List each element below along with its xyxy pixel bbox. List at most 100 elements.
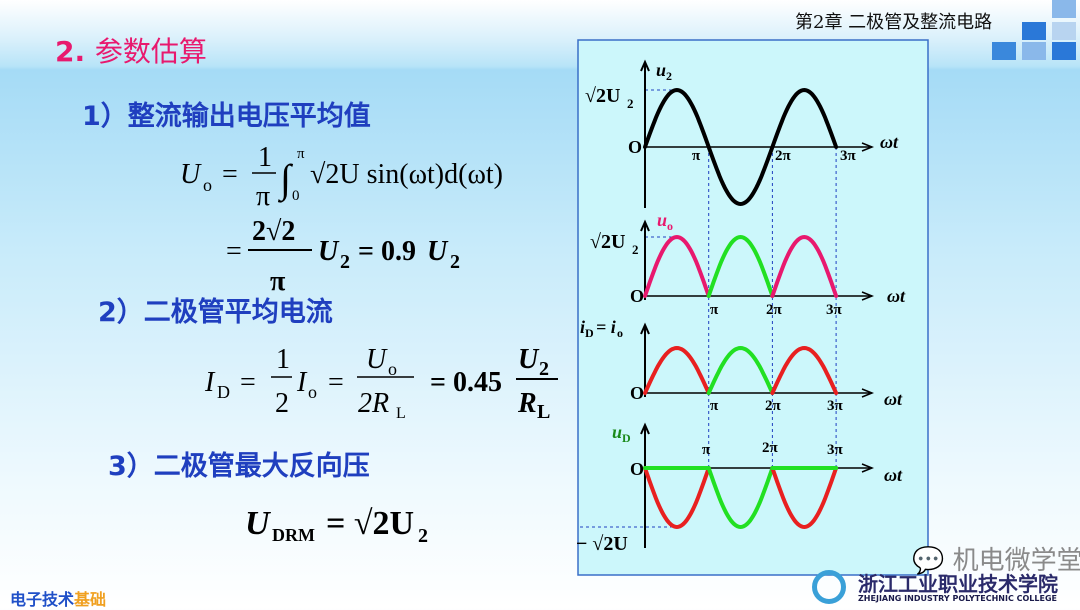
wechat-icon: 💬 bbox=[912, 546, 945, 576]
svg-text:2√2: 2√2 bbox=[252, 216, 295, 247]
svg-text:L: L bbox=[396, 405, 406, 422]
svg-text:I: I bbox=[204, 367, 216, 398]
ud-half-wave bbox=[770, 466, 839, 530]
svg-text:π: π bbox=[297, 146, 305, 162]
y-axis-arrow-icon bbox=[640, 219, 650, 232]
svg-text:2: 2 bbox=[666, 69, 672, 83]
svg-text:U: U bbox=[366, 344, 388, 375]
waveforms bbox=[643, 87, 839, 530]
waveform-panel bbox=[577, 39, 929, 576]
uo-half-wave bbox=[706, 234, 775, 298]
svg-text:=: = bbox=[328, 367, 344, 398]
svg-text:U: U bbox=[518, 344, 540, 375]
wechat-watermark: 💬 机电微学堂 bbox=[912, 546, 1080, 576]
svg-text:= √2U: = √2U bbox=[326, 505, 414, 542]
u2-waveform bbox=[643, 87, 839, 207]
svg-text:DRM: DRM bbox=[272, 525, 315, 545]
svg-text:u: u bbox=[657, 210, 667, 230]
svg-text:o: o bbox=[667, 219, 673, 233]
x-axis-arrow-icon bbox=[861, 142, 875, 152]
id-half-wave bbox=[643, 345, 711, 395]
id-half-wave bbox=[770, 345, 839, 395]
svg-text:U: U bbox=[245, 505, 272, 542]
college-name-cn: 浙江工业职业技术学院 bbox=[858, 572, 1058, 596]
svg-text:2: 2 bbox=[539, 358, 549, 380]
svg-text:U: U bbox=[180, 159, 202, 190]
y-axis-arrow-icon bbox=[640, 422, 650, 435]
svg-text:√2U: √2U bbox=[585, 85, 620, 107]
college-logo-icon bbox=[812, 570, 846, 604]
svg-text:U: U bbox=[427, 236, 449, 267]
svg-text:− √2U: − √2U bbox=[576, 533, 628, 555]
svg-text:1: 1 bbox=[258, 142, 272, 173]
svg-text:2π: 2π bbox=[775, 148, 792, 164]
svg-text:I: I bbox=[296, 367, 308, 398]
x-axis-arrow-icon bbox=[861, 463, 875, 473]
svg-text:3π: 3π bbox=[840, 148, 857, 164]
svg-text:∫: ∫ bbox=[277, 156, 294, 203]
svg-text:R: R bbox=[517, 388, 537, 419]
svg-text:D: D bbox=[585, 326, 594, 340]
y-axis-arrow-icon bbox=[640, 59, 650, 72]
svg-text:3π: 3π bbox=[826, 302, 843, 318]
svg-text:π: π bbox=[702, 442, 711, 458]
svg-text:o: o bbox=[308, 382, 317, 402]
formula-max-reverse-voltage: U DRM = √2U 2 bbox=[245, 505, 428, 547]
footer-course-name: 电子技术基础 bbox=[10, 590, 107, 609]
svg-text:u: u bbox=[612, 422, 622, 442]
item-3-heading: 3）二极管最大反向压 bbox=[108, 451, 370, 482]
svg-text:π: π bbox=[270, 266, 286, 297]
svg-text:O: O bbox=[630, 459, 644, 479]
svg-text:ωt: ωt bbox=[884, 465, 903, 485]
svg-text:2: 2 bbox=[627, 96, 634, 111]
svg-text:= 0.45: = 0.45 bbox=[430, 367, 502, 398]
svg-text:=: = bbox=[226, 236, 242, 267]
svg-text:√2U sin(ωt)d(ωt): √2U sin(ωt)d(ωt) bbox=[310, 159, 503, 190]
svg-text:=: = bbox=[240, 367, 256, 398]
item-1-heading: 1）整流输出电压平均值 bbox=[82, 101, 371, 132]
svg-text:3π: 3π bbox=[827, 442, 844, 458]
svg-text:o: o bbox=[388, 359, 397, 379]
svg-text:2: 2 bbox=[418, 525, 428, 547]
page-title: 2. 参数估算 bbox=[55, 35, 207, 68]
svg-text:=: = bbox=[222, 159, 238, 190]
x-axis-arrow-icon bbox=[861, 291, 875, 301]
svg-text:π: π bbox=[256, 181, 270, 212]
ud-half-wave bbox=[643, 466, 711, 530]
y-axis-arrow-icon bbox=[640, 322, 650, 335]
svg-text:2: 2 bbox=[632, 242, 639, 257]
ud-half-wave bbox=[706, 466, 775, 530]
svg-text:2: 2 bbox=[275, 388, 289, 419]
svg-text:ωt: ωt bbox=[884, 389, 903, 409]
uo-half-wave bbox=[643, 234, 711, 298]
svg-text:0: 0 bbox=[292, 188, 300, 204]
item-2-heading: 2）二极管平均电流 bbox=[98, 297, 333, 328]
uo-half-wave bbox=[770, 234, 839, 298]
chapter-title: 第2章 二极管及整流电路 bbox=[795, 12, 993, 33]
formula-average-voltage: U o = 1 π ∫ π 0 √2U sin(ωt)d(ωt) bbox=[180, 142, 503, 212]
svg-text:o: o bbox=[203, 175, 212, 195]
svg-text:L: L bbox=[537, 401, 550, 423]
svg-text:π: π bbox=[710, 302, 719, 318]
svg-text:2π: 2π bbox=[762, 440, 779, 456]
x-axis-arrow-icon bbox=[861, 388, 875, 398]
svg-text:i: i bbox=[580, 317, 585, 337]
svg-text:2: 2 bbox=[340, 251, 350, 273]
svg-text:= 0.9: = 0.9 bbox=[358, 236, 416, 267]
svg-text:u: u bbox=[656, 60, 666, 80]
college-name-en: ZHEJIANG INDUSTRY POLYTECHNIC COLLEGE bbox=[858, 594, 1057, 603]
formula-diode-current: I D = 1 2 I o = U o 2R L = 0.45 U 2 R L bbox=[204, 344, 558, 423]
svg-text:O: O bbox=[630, 383, 644, 403]
svg-text:2: 2 bbox=[450, 251, 460, 273]
svg-text:O: O bbox=[628, 137, 642, 157]
svg-text:π: π bbox=[710, 398, 719, 414]
svg-text:2π: 2π bbox=[765, 398, 782, 414]
svg-text:D: D bbox=[217, 382, 230, 402]
id-half-wave bbox=[706, 345, 775, 395]
svg-text:D: D bbox=[622, 431, 631, 445]
svg-text:ωt: ωt bbox=[880, 132, 899, 152]
svg-text:π: π bbox=[692, 148, 701, 164]
svg-text:= i: = i bbox=[596, 317, 616, 337]
